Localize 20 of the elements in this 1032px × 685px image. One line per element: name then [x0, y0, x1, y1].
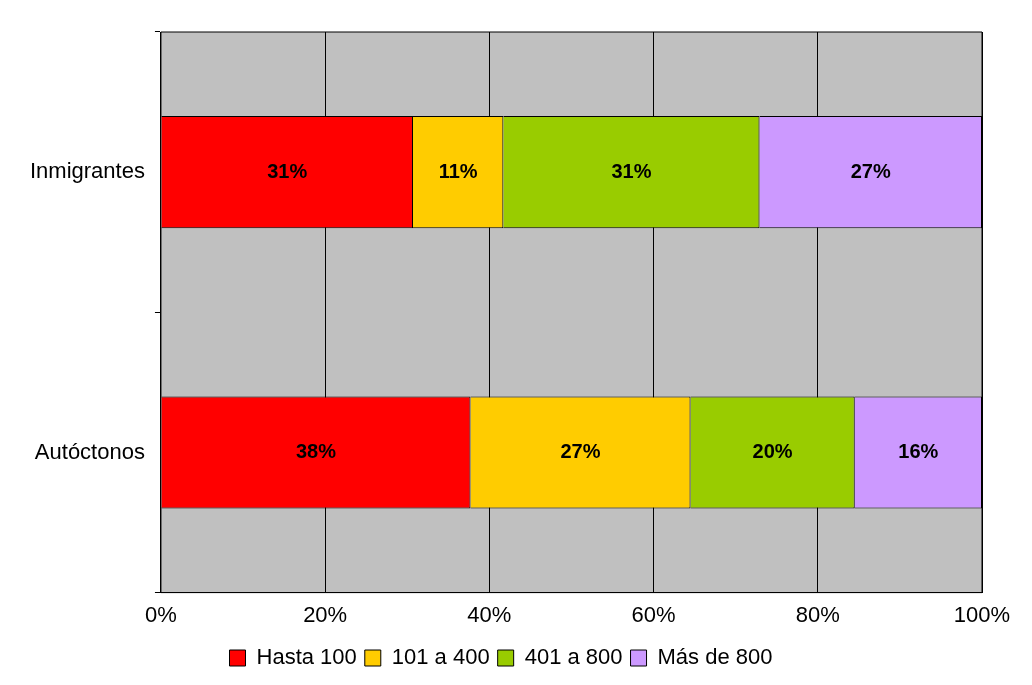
data-label: 11% — [438, 159, 478, 182]
x-tick-label: 40% — [467, 601, 512, 627]
y-tick-label: Autóctonos — [34, 438, 145, 464]
legend-label: Hasta 100 — [256, 644, 357, 670]
data-label: 20% — [752, 439, 793, 462]
x-tick-label: 60% — [631, 601, 676, 627]
data-label: 16% — [898, 439, 939, 462]
x-tick-label: 100% — [953, 601, 1011, 627]
legend-label: Más de 800 — [657, 644, 773, 670]
y-tick-label: Inmigrantes — [29, 158, 145, 184]
legend-label: 101 a 400 — [391, 644, 490, 670]
x-tick-label: 0% — [145, 601, 177, 627]
x-tick-label: 20% — [303, 601, 348, 627]
data-label: 38% — [295, 439, 337, 462]
legend-label: 401 a 800 — [524, 644, 623, 670]
data-label: 31% — [267, 159, 308, 182]
data-label: 27% — [560, 439, 601, 462]
data-label: 31% — [611, 159, 652, 182]
x-tick-label: 80% — [795, 601, 840, 627]
data-label: 27% — [850, 159, 891, 182]
